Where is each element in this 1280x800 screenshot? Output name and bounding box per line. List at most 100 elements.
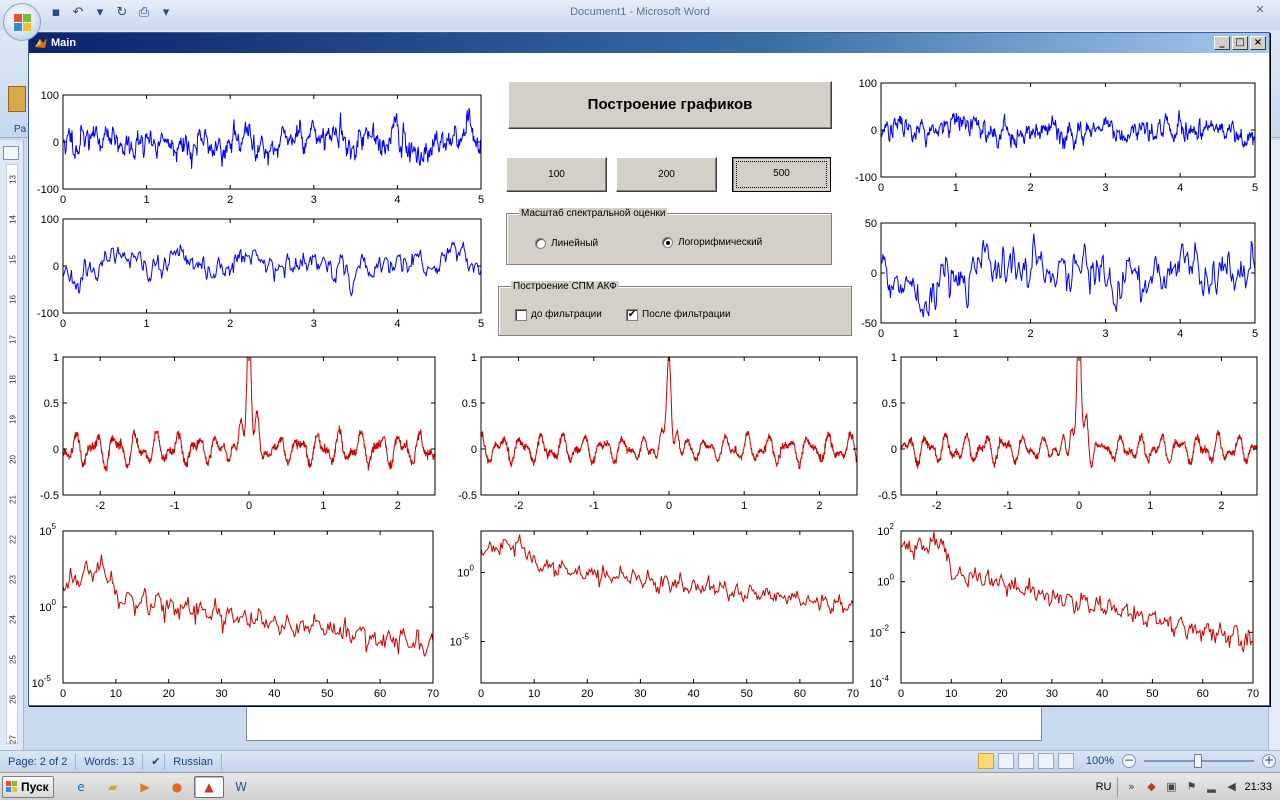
office-button[interactable]	[3, 3, 41, 41]
psd-3-ytick-label: 102	[877, 522, 894, 538]
psd-2-xtick-label: 30	[634, 688, 646, 700]
start-button[interactable]: Пуск	[2, 776, 54, 798]
clock[interactable]: 21:33	[1244, 781, 1272, 793]
linear-scale-label: Линейный	[551, 238, 599, 249]
word-document-page[interactable]	[246, 705, 1042, 741]
psd-2-axes-box	[480, 530, 854, 684]
log-scale-radio[interactable]: Логорифмический	[662, 237, 762, 249]
count-500-button[interactable]: 500	[732, 157, 831, 192]
close-button[interactable]: ×	[1250, 36, 1266, 50]
acf-plot-3[interactable]: -2 -1 0 1 2 1 0.5 0 -0.5	[867, 349, 1269, 519]
network-icon[interactable]: ▣	[1166, 780, 1177, 793]
signal-3-series-line	[880, 110, 1256, 151]
signal-4-xtick-label: 1	[953, 328, 959, 340]
signal-4-xtick-label: 5	[1252, 328, 1258, 340]
action-center-flag-icon[interactable]: ⚑	[1186, 780, 1197, 793]
input-language-indicator[interactable]: RU	[1095, 781, 1112, 793]
signal-2-ytick-label: -100	[37, 308, 59, 320]
page-count[interactable]: Page: 2 of 2	[0, 753, 77, 770]
undo-icon[interactable]: ↶	[72, 5, 84, 20]
acf-3-ytick-label: 0	[891, 444, 897, 456]
signal-1-ytick-label: 100	[41, 90, 59, 102]
acf-1-xtick-label: -1	[170, 500, 180, 512]
ruler-number: 22	[8, 535, 18, 544]
acf-plot-1[interactable]: -2 -1 0 1 2 1 0.5 0 -0.5	[29, 349, 449, 519]
plot-graphs-label: Построение графиков	[587, 96, 753, 113]
draft-view-icon[interactable]	[1057, 753, 1074, 769]
security-icon[interactable]: ◆	[1147, 780, 1156, 793]
acf-3-xtick-label: 1	[1147, 500, 1153, 512]
word-icon[interactable]: W	[235, 780, 247, 794]
signal-1-xtick-label: 5	[478, 194, 484, 206]
psd-2-xtick-label: 10	[528, 688, 540, 700]
psd-plot-2[interactable]: 0 10 20 30 40 50 60 70 100 10-5	[447, 515, 867, 705]
spectral-scale-panel: Масштаб спектральной оценки Линейный Лог…	[506, 208, 832, 265]
psd-2-series	[480, 534, 854, 615]
signal-1-xtick-label: 2	[227, 194, 233, 206]
minimize-button[interactable]: _	[1214, 36, 1230, 50]
firefox-icon[interactable]: ●	[171, 780, 183, 794]
proofing-icon[interactable]: ✔	[143, 753, 166, 770]
folder-icon[interactable]: ▰	[108, 780, 118, 794]
acf-2-ytick-label: -0.5	[458, 490, 477, 502]
language-indicator[interactable]: Russian	[165, 753, 223, 770]
psd-1-xtick-label: 40	[268, 688, 280, 700]
psd-1-ytick-label: 100	[39, 598, 56, 614]
signal-2-series	[62, 241, 482, 297]
zoom-slider-thumb[interactable]	[1194, 754, 1202, 768]
dropdown-icon[interactable]: ▾	[96, 5, 104, 20]
zoom-level[interactable]: 100%	[1085, 755, 1114, 767]
word-count[interactable]: Words: 13	[76, 753, 144, 770]
acf-plot-2[interactable]: -2 -1 0 1 2 1 0.5 0 -0.5	[447, 349, 867, 519]
after-filtering-checkbox[interactable]: ✔ После фильтрации	[626, 309, 731, 321]
zoom-slider[interactable]	[1144, 754, 1254, 768]
main-window-titlebar[interactable]: Main _ □ ×	[29, 33, 1269, 53]
redo-icon[interactable]: ↻	[116, 5, 128, 20]
volume-icon[interactable]: ◀	[1227, 780, 1236, 793]
customize-qat-icon[interactable]: ▾	[162, 5, 170, 20]
acf-3-axes-box	[900, 356, 1258, 496]
psd-2-xtick-label: 70	[847, 688, 859, 700]
count-100-button[interactable]: 100	[506, 157, 607, 192]
paste-button[interactable]: Pa	[4, 82, 30, 162]
psd-plot-1[interactable]: 0 10 20 30 40 50 60 70 105 100 10-5	[29, 515, 449, 705]
media-player-icon[interactable]: ▶	[140, 780, 150, 794]
zoom-out-button[interactable]: −	[1122, 753, 1136, 768]
count-500-label: 500	[773, 168, 790, 179]
print-preview-icon[interactable]: ⎙	[138, 5, 150, 20]
ruler-tab-selector[interactable]	[3, 146, 19, 160]
print-layout-view-icon[interactable]	[977, 753, 994, 769]
psd-plot-3[interactable]: 0 10 20 30 40 50 60 70 102 100 10-2 10-4	[867, 515, 1269, 705]
psd-2-xtick-label: 60	[794, 688, 806, 700]
word-close-icon[interactable]: ✕	[1255, 3, 1265, 16]
ruler-number: 23	[8, 575, 18, 584]
save-icon[interactable]: ▪	[51, 5, 61, 20]
before-filtering-checkbox[interactable]: до фильтрации	[515, 309, 602, 321]
signal-bars-icon[interactable]: ▂	[1207, 780, 1216, 793]
acf-2-series-line	[480, 356, 858, 470]
count-200-button[interactable]: 200	[616, 157, 717, 192]
signal-3-series	[880, 110, 1256, 151]
figure-canvas: Построение графиков 100 200 500 Масштаб …	[29, 53, 1269, 705]
signal-3-xtick-label: 0	[878, 182, 884, 194]
show-hidden-icons-icon[interactable]: »	[1128, 780, 1135, 793]
ie-icon[interactable]: e	[77, 780, 85, 794]
web-layout-view-icon[interactable]	[1017, 753, 1034, 769]
statusbar-view-controls: 100% − +	[977, 753, 1276, 769]
matlab-icon[interactable]: ▲	[194, 776, 224, 798]
zoom-in-button[interactable]: +	[1262, 753, 1276, 768]
outline-view-icon[interactable]	[1037, 753, 1054, 769]
acf-1-ytick-label: 1	[53, 352, 59, 364]
maximize-button[interactable]: □	[1232, 36, 1248, 50]
linear-scale-radio[interactable]: Линейный	[535, 238, 598, 250]
signal-1-series-line	[62, 107, 482, 169]
full-screen-reading-view-icon[interactable]	[997, 753, 1014, 769]
ruler-number: 20	[8, 455, 18, 464]
signal-3-ytick-label: 100	[859, 78, 877, 90]
plot-graphs-button[interactable]: Построение графиков	[508, 81, 832, 129]
acf-2-series	[480, 356, 858, 470]
